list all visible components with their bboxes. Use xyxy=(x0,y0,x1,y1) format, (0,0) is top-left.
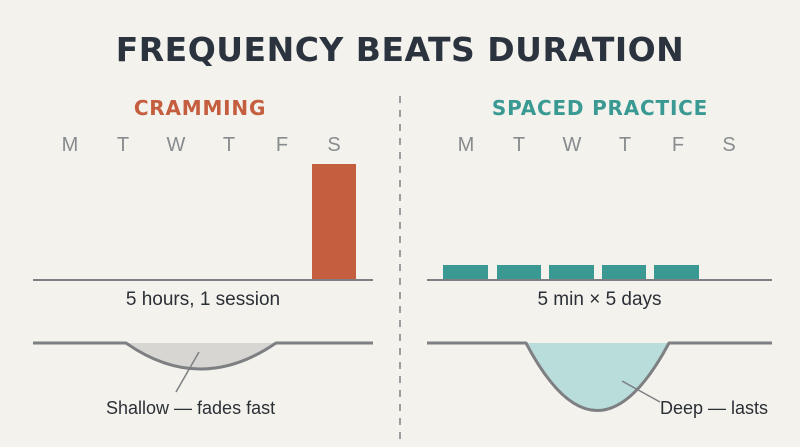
spaced-session-bar-wed xyxy=(549,265,594,279)
shallow-note-pointer xyxy=(175,351,200,393)
spaced-session-bar-mon xyxy=(443,265,488,279)
left-day-label-mon: M xyxy=(61,134,79,156)
spaced-caption: 5 min × 5 days xyxy=(537,289,662,310)
spaced-session-bar-tue xyxy=(497,265,541,279)
right-day-label-wed: W xyxy=(562,134,582,156)
deep-retention-note: Deep — lasts xyxy=(660,398,769,418)
shallow-retention-note: Shallow — fades fast xyxy=(106,398,276,418)
spaced-practice-heading: SPACED PRACTICE xyxy=(491,96,709,120)
right-day-label-tue: T xyxy=(512,134,526,156)
right-day-label-sat: S xyxy=(722,134,736,156)
page-title: FREQUENCY BEATS DURATION xyxy=(115,30,685,69)
right-day-label-thu: T xyxy=(618,134,632,156)
spaced-session-bar-thu xyxy=(602,265,646,279)
cramming-heading: CRAMMING xyxy=(133,96,267,120)
left-day-label-wed: W xyxy=(166,134,186,156)
cramming-session-bar xyxy=(312,164,356,280)
left-day-label-tue: T xyxy=(116,134,130,156)
left-retention-surface xyxy=(33,341,373,371)
right-day-label-fri: F xyxy=(671,134,685,156)
left-day-label-sat: S xyxy=(327,134,341,156)
spaced-session-bar-fri xyxy=(654,265,699,279)
cramming-caption: 5 hours, 1 session xyxy=(125,289,281,310)
left-day-label-fri: F xyxy=(275,134,289,156)
left-day-label-thu: T xyxy=(222,134,236,156)
deep-note-pointer xyxy=(621,380,661,403)
right-retention-surface xyxy=(427,341,772,412)
right-day-label-mon: M xyxy=(457,134,475,156)
